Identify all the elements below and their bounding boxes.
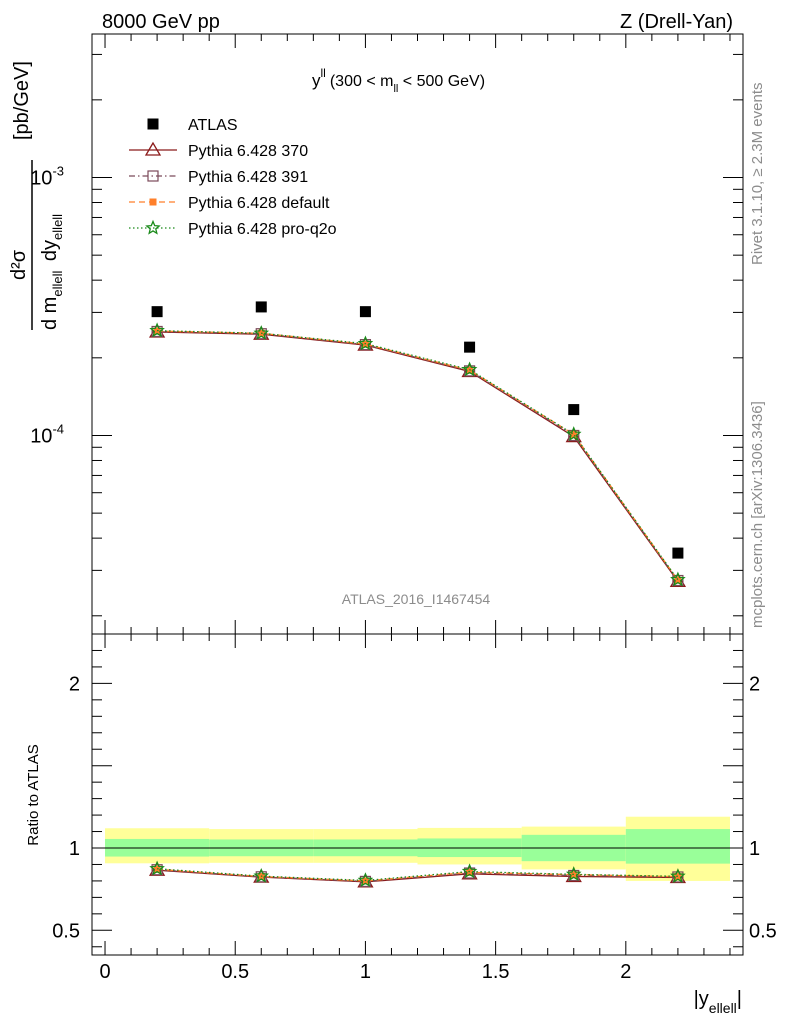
ratio-y-tick-label-right: 2 — [749, 673, 760, 695]
series-3-line — [157, 330, 679, 581]
mcplots-label: mcplots.cern.ch [arXiv:1306.3436] — [749, 401, 766, 628]
series-2-point — [463, 365, 476, 377]
den-d: d — [39, 313, 61, 330]
x-tick-label: 1 — [360, 961, 371, 983]
legend: ATLAS Pythia 6.428 370 Pythia 6.428 391 Pyt… — [129, 117, 337, 238]
series-0-point — [359, 306, 371, 318]
title-sup: ll — [321, 66, 326, 80]
x-tick-label: 0.5 — [221, 961, 249, 983]
ratio-series-2-point — [674, 873, 682, 881]
series-0-point — [464, 341, 476, 353]
ratio-series-2-line — [157, 868, 678, 882]
series-0-point — [255, 301, 267, 313]
x-axis-label-main: |y — [694, 988, 709, 1010]
series-3-point — [674, 576, 682, 584]
ratio-series-3-point — [565, 866, 582, 881]
x-tick-label: 2 — [620, 961, 631, 983]
series-2-point — [568, 429, 580, 442]
series-4-line — [157, 329, 679, 581]
x-axis-label-close: | — [737, 988, 742, 1010]
y-tick-label: 10-3 — [30, 164, 64, 190]
y-tick-base: 10 — [30, 168, 52, 190]
ratio-series-3-line — [157, 868, 678, 882]
x-tick-label: 1.5 — [482, 961, 510, 983]
series-0-point — [568, 404, 580, 416]
title-main: y — [312, 71, 321, 90]
series-2-point — [672, 574, 684, 587]
series-0-point — [672, 547, 684, 559]
ratio-y-tick-label: 0.5 — [52, 920, 80, 942]
ratio-y-tick-label-right: 0.5 — [749, 920, 777, 942]
den-dy: dy — [39, 240, 61, 267]
series-4-point — [357, 335, 374, 351]
series-4-point — [253, 325, 270, 340]
series-0-point — [151, 306, 163, 318]
legend-marker-0 — [147, 118, 159, 130]
ratio-plot-axes: 0 0.5 1 1.5 2 0.5 0.5 1 1 2 2 — [52, 633, 777, 983]
ratio-series-3-point — [461, 863, 478, 879]
legend-marker-4 — [145, 219, 161, 235]
ratio-series-1-point — [359, 875, 372, 888]
x-axis-label: |yellell| — [694, 988, 742, 1016]
stat-uncertainty-band — [625, 829, 730, 864]
ratio-series-1-point — [672, 871, 684, 883]
legend-marker-1 — [144, 141, 162, 156]
y-axis-label: d mellell dyellell d²σ [pb/GeV] — [8, 61, 65, 330]
series-3-point — [570, 430, 578, 438]
den-m-sub: ellell — [50, 271, 65, 297]
ratio-series-3-point — [253, 867, 270, 883]
series-4-point — [565, 426, 582, 441]
ratio-y-tick-label-right: 1 — [749, 838, 760, 860]
ratio-frame — [91, 633, 744, 956]
rivet-version-label: Rivet 3.1.10, ≥ 2.3M events — [749, 83, 766, 266]
ratio-series-3-point — [670, 868, 686, 883]
ratio-y-axis-label: Ratio to ATLAS — [25, 744, 42, 845]
plot-title: yll (300 < mll < 500 GeV) — [312, 66, 485, 95]
series-4-point — [149, 322, 165, 338]
legend-marker-2 — [147, 170, 159, 182]
ratio-y-tick-label: 2 — [69, 673, 80, 695]
den-m: m — [39, 297, 61, 314]
series-1-line — [157, 331, 679, 582]
title-paren-open: (300 < m — [330, 73, 394, 90]
ratio-series-2-point — [466, 868, 474, 876]
legend-label-0: ATLAS — [188, 117, 238, 134]
title-sub: ll — [393, 83, 398, 95]
legend-label-3: Pythia 6.428 default — [188, 195, 330, 212]
legend-marker-3 — [149, 198, 157, 206]
y-axis-label-unit: [pb/GeV] — [11, 61, 33, 140]
ratio-uncertainty-bands — [92, 816, 743, 881]
x-tick-label: 0 — [99, 961, 110, 983]
ratio-series-3-point — [357, 872, 374, 888]
y-tick-label: 10-4 — [30, 421, 64, 447]
series-2-line — [157, 330, 679, 581]
den-dy-sub: ellell — [50, 214, 65, 240]
main-plot-axes: 10-410-3 — [30, 33, 744, 635]
series-4-point — [670, 571, 686, 587]
y-axis-label-num: d²σ — [8, 249, 30, 280]
series-4-point — [461, 361, 478, 377]
ratio-series-0-line — [157, 869, 678, 883]
legend-label-2: Pythia 6.428 391 — [188, 169, 308, 186]
y-tick-exp: -3 — [52, 164, 64, 179]
main-plot-area — [148, 301, 687, 587]
ratio-series-3-point — [149, 860, 165, 876]
legend-label-4: Pythia 6.428 pro-q2o — [188, 221, 337, 238]
series-2-point — [359, 339, 372, 351]
ratio-series-1-point — [463, 867, 476, 879]
header-left: 8000 GeV pp — [102, 11, 220, 33]
y-tick-base: 10 — [30, 425, 52, 447]
ratio-series-1-point — [568, 869, 580, 882]
ratio-plot-area — [148, 860, 687, 888]
analysis-watermark: ATLAS_2016_I1467454 — [342, 591, 491, 607]
ratio-y-tick-label: 1 — [69, 838, 80, 860]
x-axis-label-sub: ellell — [709, 1000, 737, 1016]
title-paren-close: < 500 GeV) — [398, 73, 485, 90]
y-tick-exp: -4 — [52, 421, 64, 436]
y-axis-label-den: d mellell dyellell — [39, 214, 65, 330]
legend-label-1: Pythia 6.428 370 — [188, 143, 308, 160]
header-right: Z (Drell-Yan) — [620, 11, 733, 33]
